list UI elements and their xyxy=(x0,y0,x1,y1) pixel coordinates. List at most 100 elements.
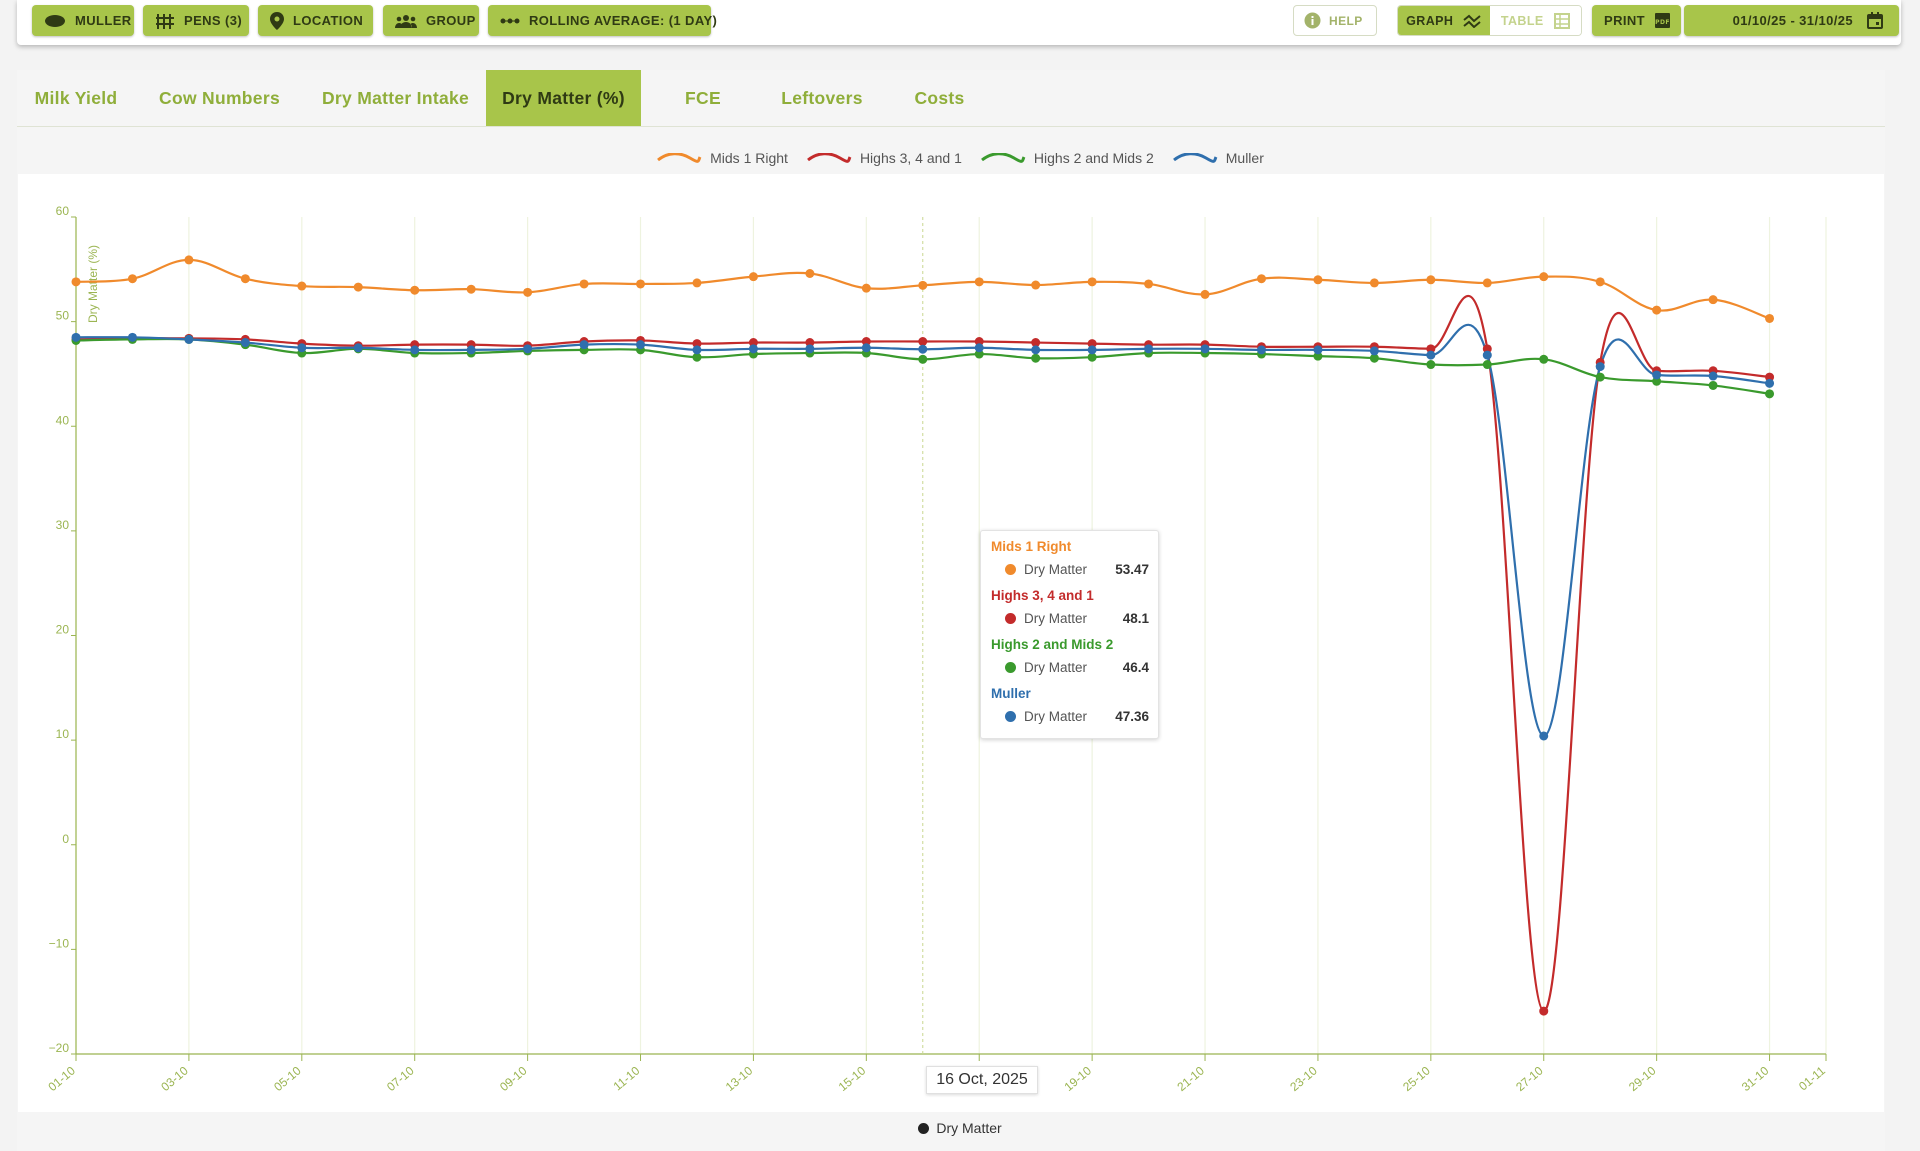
data-point-s0 xyxy=(353,282,363,292)
data-point-s2 xyxy=(1652,376,1662,386)
group-button[interactable]: GROUP xyxy=(383,5,479,36)
data-point-s3 xyxy=(748,344,758,354)
data-point-s1 xyxy=(1087,339,1097,349)
tooltip-series-title: Mids 1 Right xyxy=(991,539,1072,554)
data-point-s3 xyxy=(1313,345,1323,355)
x-tick-label: 15-10 xyxy=(836,1063,869,1094)
tab-dry-matter-intake[interactable]: Dry Matter Intake xyxy=(321,87,470,108)
x-tick-label: 07-10 xyxy=(384,1063,417,1094)
tooltip-metric: Dry Matter xyxy=(1024,562,1088,577)
data-point-s3 xyxy=(1256,345,1266,355)
data-point-s2 xyxy=(692,352,702,362)
data-point-s1 xyxy=(861,337,871,347)
tooltip-value: 47.36 xyxy=(1115,709,1149,724)
legend-item-mids-1-right[interactable]: Mids 1 Right xyxy=(656,150,788,166)
dry-matter-line-chart[interactable]: 01-10 03-10 05-10 07-10 09-10 11-10 13-10 15-10… xyxy=(18,174,1884,1112)
data-point-s2 xyxy=(1595,372,1605,382)
data-point-s0 xyxy=(1708,295,1718,305)
table-label: TABLE xyxy=(1500,13,1544,28)
legend-swatch xyxy=(807,153,852,163)
tooltip-value: 48.1 xyxy=(1122,611,1149,626)
data-point-s2 xyxy=(1482,360,1492,370)
legend-swatch xyxy=(980,153,1026,163)
y-tick-label: 50 xyxy=(56,309,70,323)
legend-item-muller[interactable]: Muller xyxy=(1172,150,1264,166)
tooltip-row: Dry Matter 48.1 xyxy=(1005,611,1149,626)
data-point-s0 xyxy=(466,284,476,294)
data-point-s1 xyxy=(1765,372,1775,382)
graph-view-button[interactable]: GRAPH xyxy=(1398,6,1490,35)
tooltip-series-title: Highs 3, 4 and 1 xyxy=(991,588,1094,603)
legend-item-highs-2-and-mids-2[interactable]: Highs 2 and Mids 2 xyxy=(980,150,1154,166)
group-icon xyxy=(395,14,417,28)
tab-fce[interactable]: FCE xyxy=(685,87,721,108)
data-point-s0 xyxy=(1031,280,1041,290)
series-dot-icon xyxy=(1005,662,1016,673)
y-tick-label: −10 xyxy=(49,936,70,950)
legend-item-highs-3-4-and-1[interactable]: Highs 3, 4 and 1 xyxy=(806,150,962,166)
data-point-s3 xyxy=(1482,350,1492,360)
data-point-s3 xyxy=(1708,371,1718,381)
data-point-s2 xyxy=(1031,353,1041,363)
legend-swatch xyxy=(657,153,702,163)
data-point-s0 xyxy=(71,277,81,287)
tab-costs[interactable]: Costs xyxy=(914,87,965,108)
rolling-average-label: ROLLING AVERAGE: (1 DAY) xyxy=(529,13,718,28)
group-label: GROUP xyxy=(426,13,476,28)
table-icon xyxy=(1553,12,1570,29)
bottom-legend[interactable]: Dry Matter xyxy=(0,1120,1920,1136)
data-point-s0 xyxy=(523,287,533,297)
data-point-s2 xyxy=(1087,352,1097,362)
data-point-s1 xyxy=(974,337,984,347)
legend-label: Mids 1 Right xyxy=(710,150,788,166)
tooltip-metric: Dry Matter xyxy=(1024,611,1088,626)
data-point-s0 xyxy=(918,280,928,290)
data-point-s1 xyxy=(1539,1006,1549,1016)
print-button[interactable]: PRINT PDF xyxy=(1592,5,1681,36)
data-point-s3 xyxy=(579,340,589,350)
pens-button[interactable]: PENS (3) xyxy=(143,5,249,36)
y-tick-label: 0 xyxy=(62,832,69,846)
rolling-average-button[interactable]: ROLLING AVERAGE: (1 DAY) xyxy=(488,5,717,36)
y-tick-label: −20 xyxy=(49,1041,70,1055)
data-point-s0 xyxy=(1482,278,1492,288)
x-tick-label: 27-10 xyxy=(1513,1063,1546,1094)
legend-label: Highs 2 and Mids 2 xyxy=(1033,150,1154,166)
help-button[interactable]: HELP xyxy=(1293,5,1377,36)
top-toolbar: MULLER PENS (3) LOCATION GROUP ROLLING A… xyxy=(17,0,1901,45)
data-point-s1 xyxy=(805,338,815,348)
x-tick-label: 29-10 xyxy=(1626,1063,1659,1094)
data-point-s3 xyxy=(805,344,815,354)
data-point-s3 xyxy=(918,344,928,354)
data-point-s3 xyxy=(523,344,533,354)
tooltip-row: Dry Matter 47.36 xyxy=(1005,709,1149,724)
x-tick-label: 05-10 xyxy=(271,1063,304,1094)
graph-label: GRAPH xyxy=(1406,13,1454,28)
y-axis-label: Dry Matter (%) xyxy=(86,245,100,323)
table-view-button[interactable]: TABLE xyxy=(1489,6,1581,35)
data-point-s0 xyxy=(184,255,194,265)
data-point-s3 xyxy=(692,345,702,355)
data-point-s2 xyxy=(1765,389,1775,399)
date-range-button[interactable]: 01/10/25 - 31/10/25 xyxy=(1684,5,1899,36)
data-point-s2 xyxy=(1539,354,1549,364)
data-point-s0 xyxy=(636,279,646,289)
x-tick-label: 11-10 xyxy=(611,1063,643,1093)
farm-button[interactable]: MULLER xyxy=(32,5,134,36)
location-button[interactable]: LOCATION xyxy=(258,5,373,36)
data-point-s0 xyxy=(861,283,871,293)
data-point-s1 xyxy=(1031,338,1041,348)
data-point-s0 xyxy=(1144,279,1154,289)
data-point-s0 xyxy=(974,277,984,287)
data-point-s3 xyxy=(974,343,984,353)
tab-leftovers[interactable]: Leftovers xyxy=(781,87,863,108)
tab-milk-yield[interactable]: Milk Yield xyxy=(34,87,118,108)
x-tick-label: 19-10 xyxy=(1062,1063,1095,1094)
cow-icon xyxy=(45,14,65,27)
data-point-s2 xyxy=(1426,360,1436,370)
tab-dry-matter-percent[interactable]: Dry Matter (%) xyxy=(486,70,641,126)
tooltip-series-title: Highs 2 and Mids 2 xyxy=(991,637,1114,652)
legend-label: Highs 3, 4 and 1 xyxy=(859,150,962,166)
x-tick-label: 03-10 xyxy=(158,1063,191,1094)
tab-cow-numbers[interactable]: Cow Numbers xyxy=(159,87,280,108)
